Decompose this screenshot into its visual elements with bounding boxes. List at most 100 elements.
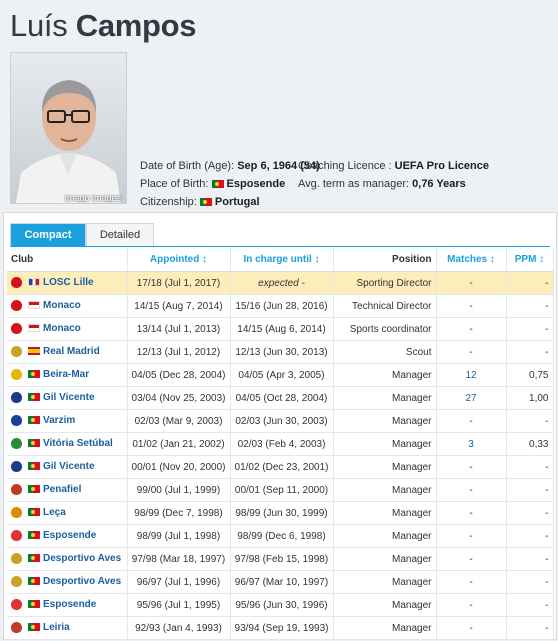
in-charge-until-cell: 93/94 (Sep 19, 1993)	[230, 616, 334, 640]
club-cell: Desportivo Aves	[7, 570, 128, 594]
matches-value: -	[469, 599, 473, 611]
club-link[interactable]: Varzim	[43, 415, 76, 427]
club-crest-icon	[11, 461, 22, 473]
matches-value: -	[469, 461, 473, 473]
career-card: Compact Detailed Club Appointed ↕ In cha…	[3, 212, 557, 640]
matches-cell: -	[436, 455, 507, 479]
table-row[interactable]: Real Madrid 12/13 (Jul 1, 2012) 12/13 (Jun…	[7, 340, 554, 364]
club-link[interactable]: Desportivo Aves	[43, 553, 122, 565]
ppm-cell: -	[506, 570, 554, 594]
appointed-cell: 01/02 (Jan 21, 2002)	[127, 432, 231, 456]
appointed-cell: 13/14 (Jul 1, 2013)	[127, 317, 231, 341]
country-flag-icon	[28, 577, 40, 586]
table-row[interactable]: Desportivo Aves 96/97 (Jul 1, 1996) 96/97 …	[7, 570, 554, 594]
term-label: Avg. term as manager:	[298, 178, 410, 190]
club-link[interactable]: LOSC Lille	[43, 277, 94, 289]
matches-value[interactable]: 27	[465, 392, 477, 404]
club-crest-icon	[11, 599, 22, 611]
header-matches[interactable]: Matches ↕	[436, 247, 507, 272]
header-ppm[interactable]: PPM ↕	[506, 247, 554, 272]
in-charge-until-cell: 04/05 (Apr 3, 2005)	[230, 363, 334, 387]
in-charge-until-cell: 97/98 (Feb 15, 1998)	[230, 547, 334, 571]
country-flag-icon	[28, 393, 40, 402]
ppm-cell: -	[506, 409, 554, 433]
matches-cell: -	[436, 317, 507, 341]
table-row[interactable]: LOSC Lille 17/18 (Jul 1, 2017) expected -S…	[7, 271, 554, 295]
in-charge-until-cell: 98/99 (Dec 6, 1998)	[230, 524, 334, 548]
in-charge-until-cell: 02/03 (Feb 4, 2003)	[230, 432, 334, 456]
matches-value[interactable]: 3	[468, 438, 474, 450]
club-crest-icon	[11, 438, 22, 450]
table-row[interactable]: Esposende 95/96 (Jul 1, 1995) 95/96 (Jun 3…	[7, 593, 554, 617]
club-crest-icon	[11, 576, 22, 588]
club-cell: Monaco	[7, 294, 128, 318]
club-cell: Leiria	[7, 616, 128, 640]
table-row[interactable]: Monaco 13/14 (Jul 1, 2013) 14/15 (Aug 6, 2…	[7, 317, 554, 341]
matches-cell: -	[436, 570, 507, 594]
club-link[interactable]: Monaco	[43, 300, 81, 312]
matches-value: -	[469, 300, 473, 312]
position-cell: Manager	[333, 616, 437, 640]
matches-cell: -	[436, 271, 507, 295]
table-row[interactable]: Beira-Mar 04/05 (Dec 28, 2004) 04/05 (Apr …	[7, 363, 554, 387]
club-cell: Esposende	[7, 593, 128, 617]
club-link[interactable]: Vitória Setúbal	[43, 438, 113, 450]
club-crest-icon	[11, 277, 22, 289]
matches-value: -	[469, 277, 473, 289]
table-row[interactable]: Desportivo Aves 97/98 (Mar 18, 1997) 97/98…	[7, 547, 554, 571]
club-link[interactable]: Gil Vicente	[43, 461, 95, 473]
club-link[interactable]: Desportivo Aves	[43, 576, 122, 588]
matches-cell: 12	[436, 363, 507, 387]
position-cell: Manager	[333, 478, 437, 502]
country-flag-icon	[28, 531, 40, 540]
club-link[interactable]: Gil Vicente	[43, 392, 95, 404]
ppm-cell: -	[506, 547, 554, 571]
table-row[interactable]: Gil Vicente 00/01 (Nov 20, 2000) 01/02 (De…	[7, 455, 554, 479]
pob-row: Place of Birth: Esposende	[140, 175, 320, 193]
ppm-cell: -	[506, 501, 554, 525]
club-crest-icon	[11, 484, 22, 496]
table-row[interactable]: Vitória Setúbal 01/02 (Jan 21, 2002) 02/03…	[7, 432, 554, 456]
club-cell: Gil Vicente	[7, 386, 128, 410]
table-row[interactable]: Monaco 14/15 (Aug 7, 2014) 15/16 (Jun 28, …	[7, 294, 554, 318]
career-table: Club Appointed ↕ In charge until ↕ Posit…	[7, 247, 554, 640]
matches-value[interactable]: 12	[465, 369, 477, 381]
club-link[interactable]: Real Madrid	[43, 346, 100, 358]
table-row[interactable]: Gil Vicente 03/04 (Nov 25, 2003) 04/05 (Oc…	[7, 386, 554, 410]
club-link[interactable]: Leiria	[43, 622, 70, 634]
table-row[interactable]: Esposende 98/99 (Jul 1, 1998) 98/99 (Dec 6…	[7, 524, 554, 548]
club-link[interactable]: Esposende	[43, 530, 97, 542]
country-flag-icon	[28, 462, 40, 471]
tab-detailed[interactable]: Detailed	[86, 223, 154, 247]
position-cell: Manager	[333, 432, 437, 456]
country-flag-icon	[28, 508, 40, 517]
in-charge-until-cell: 00/01 (Sep 11, 2000)	[230, 478, 334, 502]
table-row[interactable]: Penafiel 99/00 (Jul 1, 1999) 00/01 (Sep 11…	[7, 478, 554, 502]
matches-value: -	[469, 553, 473, 565]
club-link[interactable]: Beira-Mar	[43, 369, 90, 381]
in-charge-until-cell: 01/02 (Dec 23, 2001)	[230, 455, 334, 479]
tab-compact[interactable]: Compact	[10, 223, 86, 247]
club-link[interactable]: Leça	[43, 507, 66, 519]
term-value: 0,76 Years	[412, 178, 466, 190]
header-in-charge-until[interactable]: In charge until ↕	[230, 247, 334, 272]
matches-cell: -	[436, 294, 507, 318]
club-link[interactable]: Penafiel	[43, 484, 82, 496]
table-row[interactable]: Leiria 92/93 (Jan 4, 1993) 93/94 (Sep 19, …	[7, 616, 554, 640]
citizenship-label: Citizenship:	[140, 196, 197, 208]
photo-credit: imago images	[65, 193, 122, 203]
header-appointed[interactable]: Appointed ↕	[127, 247, 231, 272]
position-cell: Sporting Director	[333, 271, 437, 295]
table-row[interactable]: Leça 98/99 (Dec 7, 1998) 98/99 (Jun 30, 19…	[7, 501, 554, 525]
club-link[interactable]: Esposende	[43, 599, 97, 611]
appointed-cell: 98/99 (Dec 7, 1998)	[127, 501, 231, 525]
table-row[interactable]: Varzim 02/03 (Mar 9, 2003) 02/03 (Jun 30, …	[7, 409, 554, 433]
club-cell: Penafiel	[7, 478, 128, 502]
profile-photo[interactable]: imago images	[10, 52, 127, 204]
club-link[interactable]: Monaco	[43, 323, 81, 335]
in-charge-until-cell: 15/16 (Jun 28, 2016)	[230, 294, 334, 318]
appointed-cell: 98/99 (Jul 1, 1998)	[127, 524, 231, 548]
dob-label: Date of Birth (Age):	[140, 160, 235, 172]
club-cell: Real Madrid	[7, 340, 128, 364]
licence-row: Coaching Licence : UEFA Pro Licence	[298, 157, 489, 175]
